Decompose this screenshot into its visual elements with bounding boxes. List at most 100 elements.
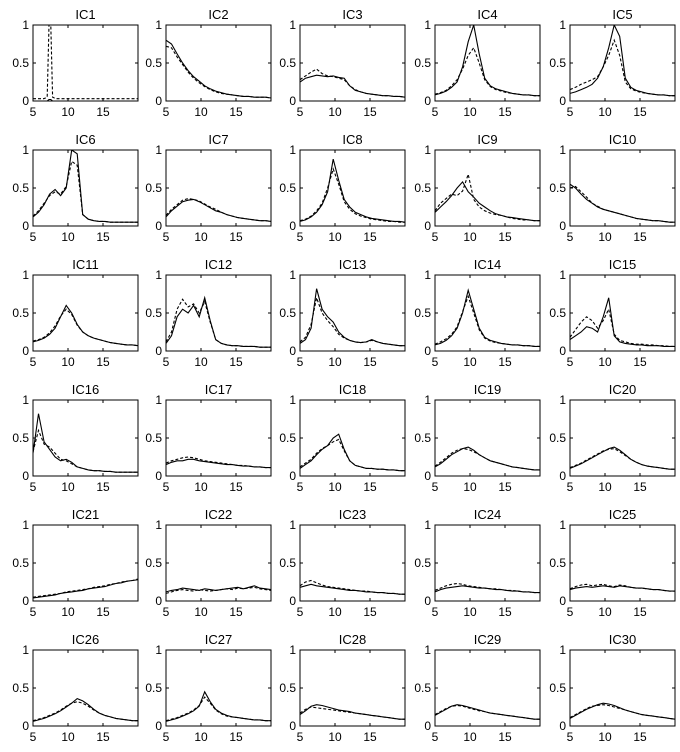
series-line-solid: [435, 180, 540, 222]
y-tick-label: 1: [424, 18, 431, 32]
series-line-solid: [33, 304, 138, 347]
y-tick-label: 0: [424, 719, 431, 733]
x-tick-label: 15: [498, 355, 512, 369]
y-tick-label: 1: [424, 518, 431, 532]
y-tick-label: 1: [22, 518, 29, 532]
x-tick-label: 15: [96, 605, 110, 619]
y-tick-label: 0.5: [145, 681, 162, 695]
axes-frame: [299, 399, 406, 477]
subplot-title: IC10: [609, 132, 636, 147]
series-line-dashed: [33, 701, 138, 722]
y-tick-label: 1: [289, 143, 296, 157]
series-line-dashed: [166, 456, 271, 469]
x-tick-label: 15: [633, 480, 647, 494]
x-tick-label: 10: [194, 730, 208, 744]
y-tick-label: 1: [22, 643, 29, 657]
y-tick-label: 1: [289, 643, 296, 657]
x-tick-label: 5: [163, 230, 170, 244]
series-line-solid: [33, 579, 138, 599]
axes-frame: [299, 24, 406, 102]
y-tick-label: 0: [289, 94, 296, 108]
x-tick-label: 5: [163, 480, 170, 494]
series-line-dashed: [300, 167, 405, 223]
subplot-title: IC1: [75, 7, 95, 22]
x-tick-label: 10: [328, 230, 342, 244]
x-tick-label: 10: [194, 480, 208, 494]
x-tick-label: 5: [567, 105, 574, 119]
axes-frame: [434, 399, 541, 477]
x-tick-label: 5: [30, 480, 37, 494]
subplot-title: IC11: [72, 257, 99, 272]
axes-frame: [32, 399, 139, 477]
subplot-title: IC20: [609, 382, 636, 397]
y-tick-label: 1: [424, 268, 431, 282]
subplot-title: IC2: [208, 7, 228, 22]
y-tick-label: 1: [155, 143, 162, 157]
y-tick-label: 1: [424, 393, 431, 407]
y-tick-label: 0: [559, 469, 566, 483]
series-line-solid: [300, 583, 405, 595]
x-tick-label: 5: [432, 730, 439, 744]
y-tick-label: 0.5: [12, 681, 29, 695]
y-tick-label: 0.5: [12, 306, 29, 320]
axes-frame: [165, 274, 272, 352]
y-tick-label: 0: [559, 719, 566, 733]
x-tick-label: 15: [363, 105, 377, 119]
x-tick-label: 15: [498, 105, 512, 119]
x-tick-label: 10: [328, 480, 342, 494]
x-tick-label: 5: [567, 605, 574, 619]
y-tick-label: 1: [155, 393, 162, 407]
series-line-solid: [300, 704, 405, 720]
series-line-dashed: [570, 185, 675, 223]
x-tick-label: 5: [30, 105, 37, 119]
axes-frame: [32, 149, 139, 227]
series-line-solid: [33, 697, 138, 722]
x-tick-label: 5: [297, 605, 304, 619]
series-line-solid: [570, 585, 675, 592]
subplot-title: IC25: [609, 507, 636, 522]
y-tick-label: 1: [22, 18, 29, 32]
subplot-title: IC16: [72, 382, 99, 397]
y-tick-label: 0.5: [549, 181, 566, 195]
y-tick-label: 1: [559, 143, 566, 157]
y-tick-label: 0: [22, 344, 29, 358]
series-line-solid: [300, 74, 405, 98]
y-tick-label: 0: [22, 469, 29, 483]
x-tick-label: 5: [297, 230, 304, 244]
series-line-dashed: [33, 25, 138, 100]
y-tick-label: 1: [559, 18, 566, 32]
subplot-title: IC17: [205, 382, 232, 397]
series-line-dashed: [300, 579, 405, 595]
y-tick-label: 0.5: [414, 56, 431, 70]
y-tick-label: 0.5: [549, 556, 566, 570]
y-tick-label: 0.5: [549, 681, 566, 695]
y-tick-label: 0: [559, 219, 566, 233]
series-line-dashed: [166, 298, 271, 348]
x-tick-label: 5: [432, 480, 439, 494]
y-tick-label: 0: [155, 594, 162, 608]
series-line-dashed: [300, 438, 405, 472]
axes-frame: [434, 24, 541, 102]
axes-frame: [299, 274, 406, 352]
x-tick-label: 10: [61, 230, 75, 244]
series-line-solid: [435, 585, 540, 594]
series-line-dashed: [435, 448, 540, 471]
subplot-title: IC3: [342, 7, 362, 22]
x-tick-label: 10: [328, 730, 342, 744]
series-line-dashed: [435, 704, 540, 720]
y-tick-label: 1: [22, 393, 29, 407]
y-tick-label: 0.5: [145, 431, 162, 445]
subplot-title: IC24: [474, 507, 501, 522]
